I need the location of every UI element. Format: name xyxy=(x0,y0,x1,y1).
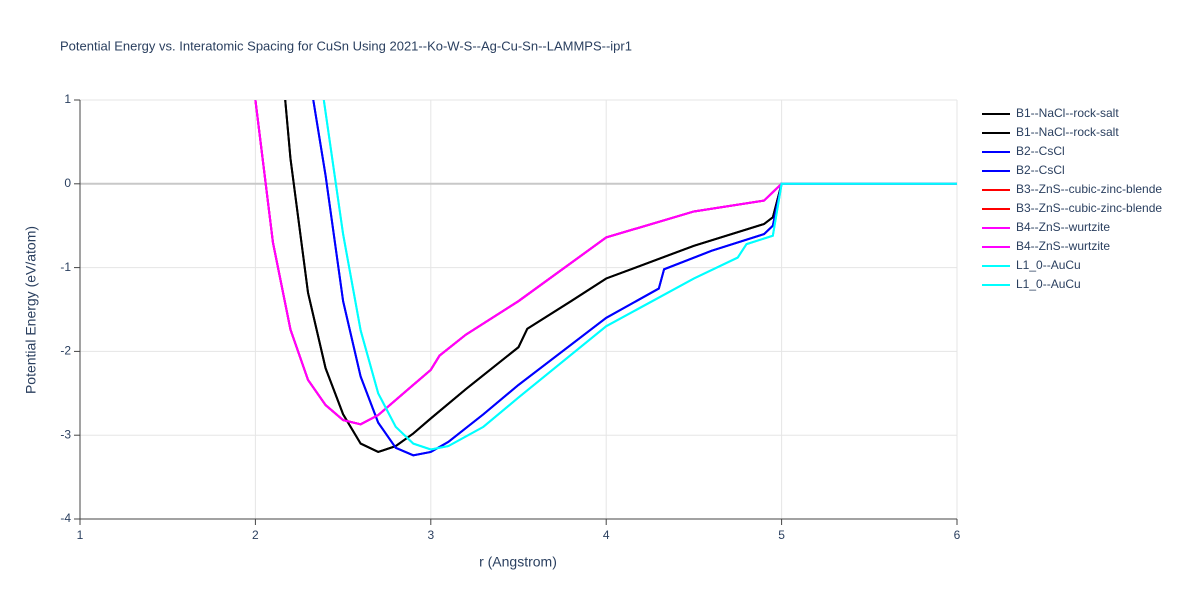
series-line xyxy=(254,100,957,426)
y-tick-label: 0 xyxy=(64,176,71,190)
series-line xyxy=(322,100,957,451)
x-tick-label: 6 xyxy=(954,528,961,542)
y-tick-label: -2 xyxy=(60,344,71,358)
legend-label: B2--CsCl xyxy=(1016,144,1065,158)
legend-label: B3--ZnS--cubic-zinc-blende xyxy=(1016,201,1162,215)
y-tick-label: 1 xyxy=(64,92,71,106)
series-line xyxy=(312,100,957,457)
lines xyxy=(254,100,957,457)
x-axis-title: r (Angstrom) xyxy=(479,554,557,570)
legend-label: B1--NaCl--rock-salt xyxy=(1016,106,1119,120)
legend-label: B2--CsCl xyxy=(1016,163,1065,177)
x-tick-label: 2 xyxy=(252,528,259,542)
series-line xyxy=(284,100,957,454)
grid: 1 2 3 4 5 6 -4 -3 -2 -1 0 1 xyxy=(60,92,960,542)
chart-title: Potential Energy vs. Interatomic Spacing… xyxy=(60,38,632,53)
y-tick-label: -4 xyxy=(60,511,71,525)
legend-label: L1_0--AuCu xyxy=(1016,258,1081,272)
x-tick-label: 1 xyxy=(77,528,84,542)
y-axis-title: Potential Energy (eV/atom) xyxy=(23,226,39,394)
legend-label: B1--NaCl--rock-salt xyxy=(1016,125,1119,139)
series-line xyxy=(284,100,957,454)
legend-label: B3--ZnS--cubic-zinc-blende xyxy=(1016,182,1162,196)
x-tick-label: 3 xyxy=(427,528,434,542)
legend-label: L1_0--AuCu xyxy=(1016,277,1081,291)
legend-label: B4--ZnS--wurtzite xyxy=(1016,239,1110,253)
series-line xyxy=(312,100,957,457)
y-tick-label: -1 xyxy=(60,260,71,274)
legend-label: B4--ZnS--wurtzite xyxy=(1016,220,1110,234)
x-tick-label: 4 xyxy=(603,528,610,542)
y-tick-label: -3 xyxy=(60,427,71,441)
legend: B1--NaCl--rock-salt B1--NaCl--rock-salt B2… xyxy=(982,106,1162,291)
series-line xyxy=(322,100,957,451)
x-tick-label: 5 xyxy=(778,528,785,542)
